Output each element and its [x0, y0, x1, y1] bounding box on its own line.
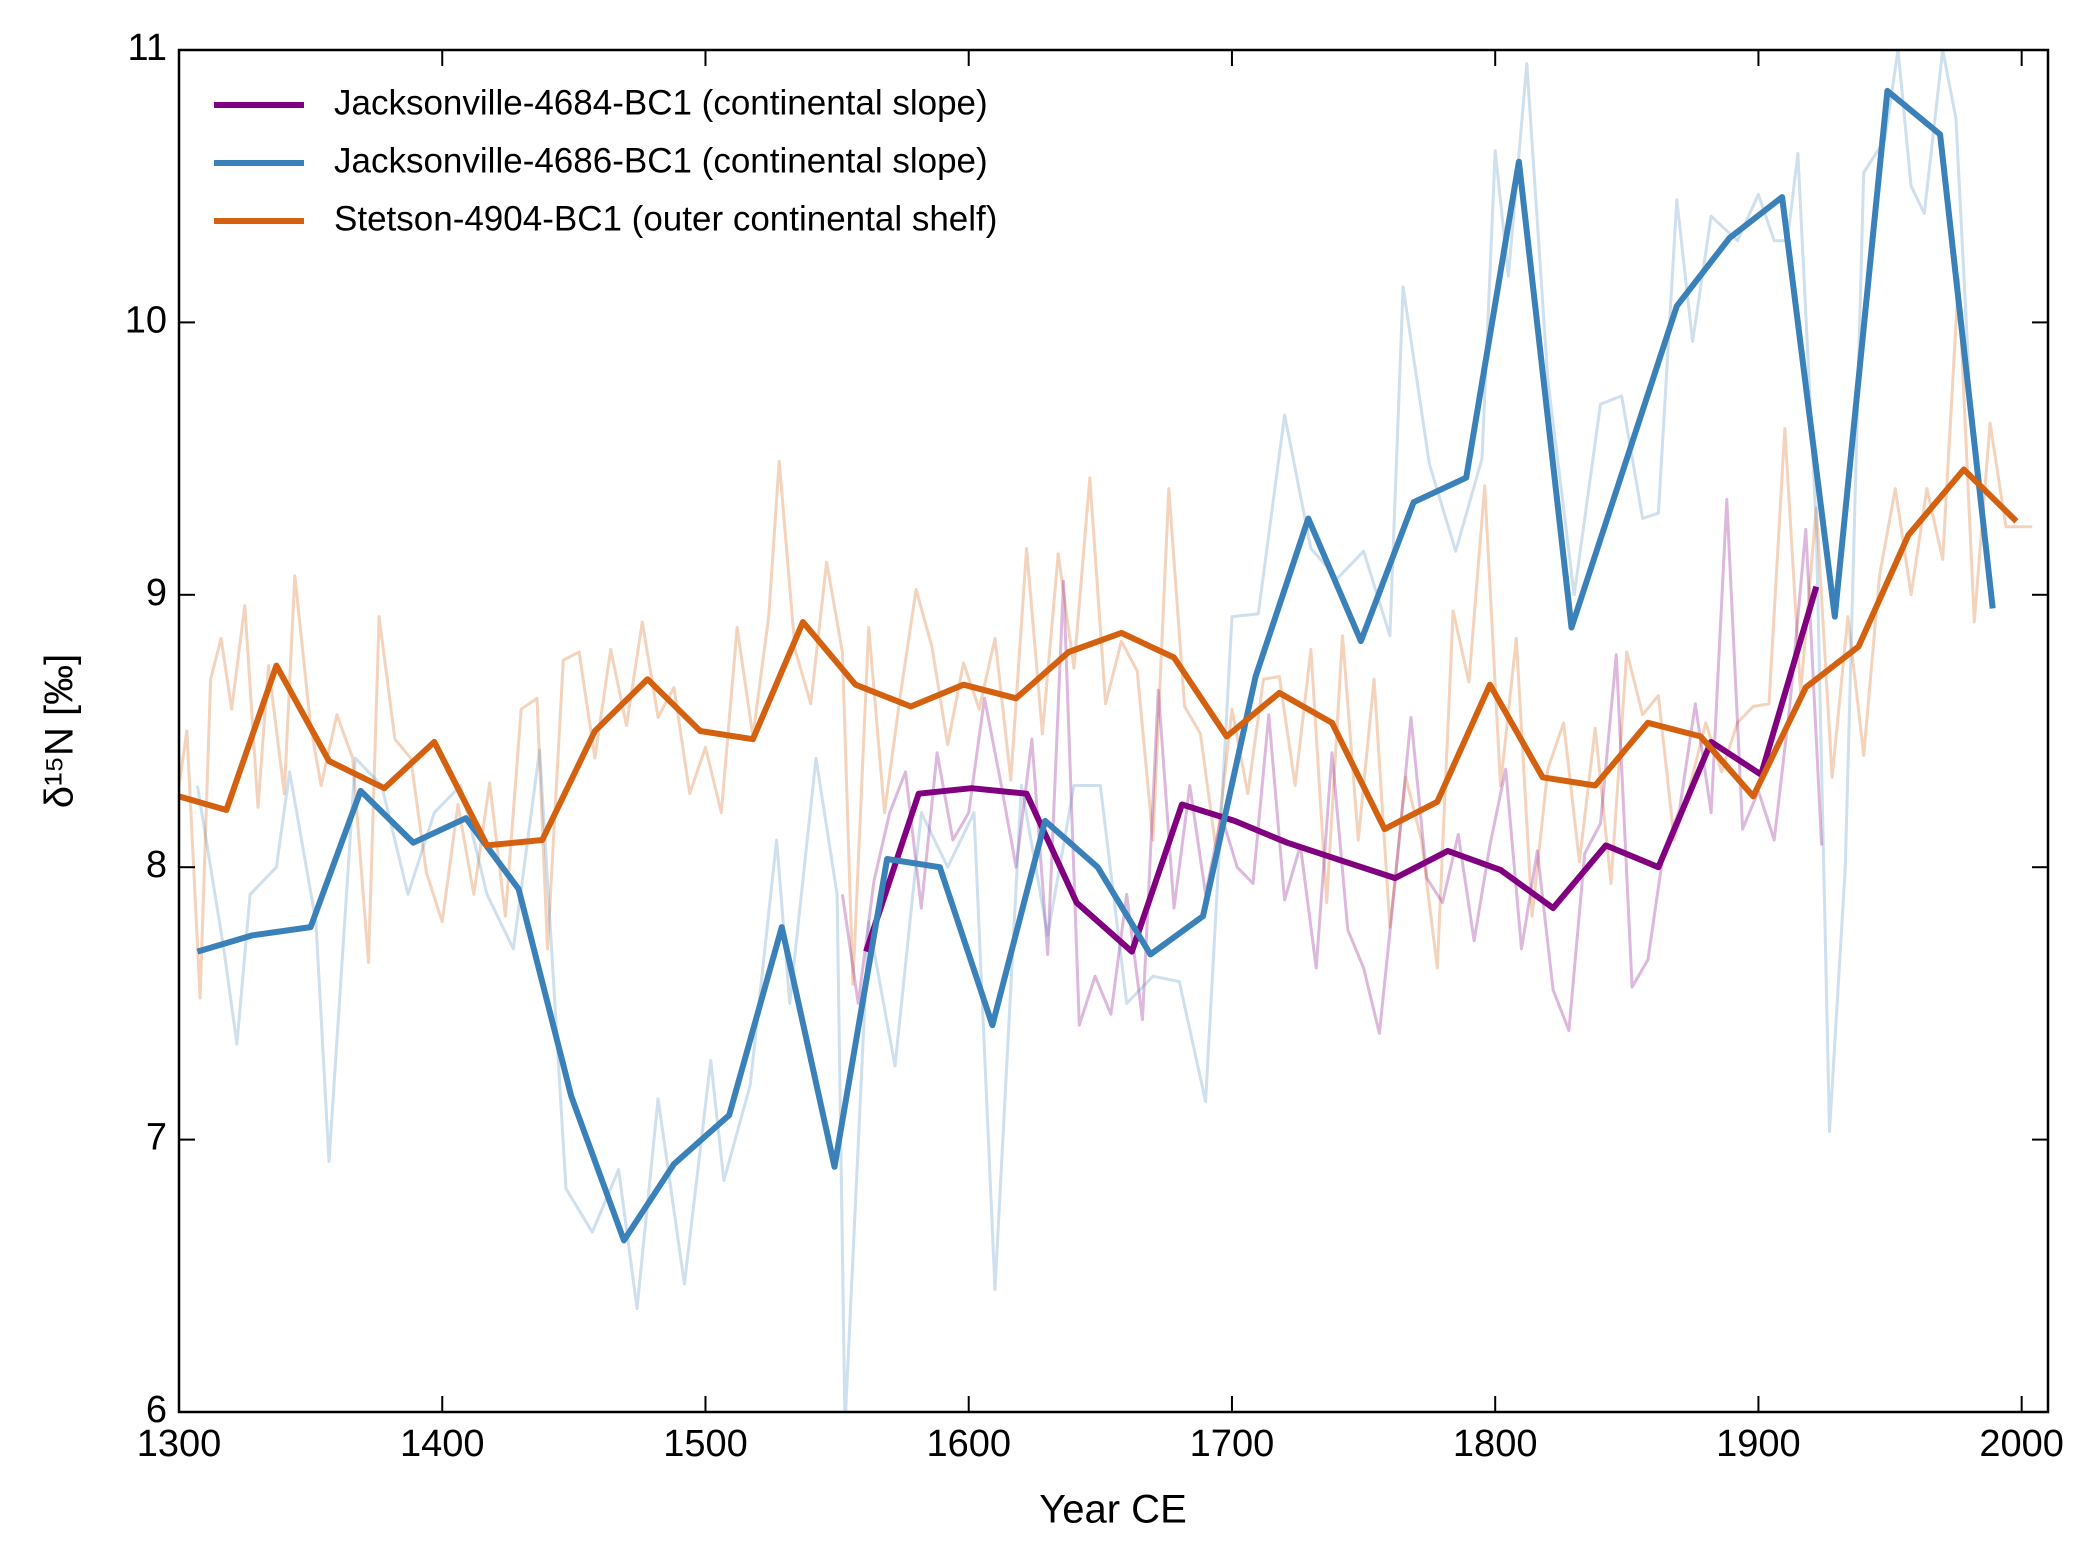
series-line: [196, 87, 1996, 1244]
x-tick-label: 1600: [926, 1423, 1011, 1465]
y-tick-label: 9: [146, 572, 167, 614]
series-line: [863, 585, 1820, 955]
x-tick-label: 2000: [1979, 1423, 2064, 1465]
x-tick-label: 1800: [1453, 1423, 1538, 1465]
plot-frame: [177, 48, 2050, 1414]
y-tick-label: 7: [146, 1117, 167, 1159]
x-tick-label: 1500: [663, 1423, 748, 1465]
y-tick-label: 6: [146, 1389, 167, 1431]
x-tick-label: 1900: [1716, 1423, 1801, 1465]
legend-label: Stetson-4904-BC1 (outer continental shel…: [334, 199, 997, 238]
legend-label: Jacksonville-4684-BC1 (continental slope…: [334, 83, 988, 122]
x-axis-label: Year CE: [1039, 1488, 1187, 1532]
x-tick-label: 1400: [400, 1423, 485, 1465]
detail-line: [840, 498, 1824, 1035]
y-tick-label: 8: [146, 844, 167, 886]
legend-label: Jacksonville-4686-BC1 (continental slope…: [334, 141, 988, 180]
series-line: [179, 466, 2019, 849]
x-tick-label: 1300: [137, 1423, 222, 1465]
plot-area: [179, 50, 2033, 1412]
y-tick-label: 11: [128, 27, 167, 69]
x-tick-label: 1700: [1190, 1423, 1275, 1465]
y-axis-label: δ¹⁵N [‰]: [38, 654, 82, 808]
detail-line: [179, 277, 2033, 1000]
y-tick-label: 10: [125, 299, 167, 341]
